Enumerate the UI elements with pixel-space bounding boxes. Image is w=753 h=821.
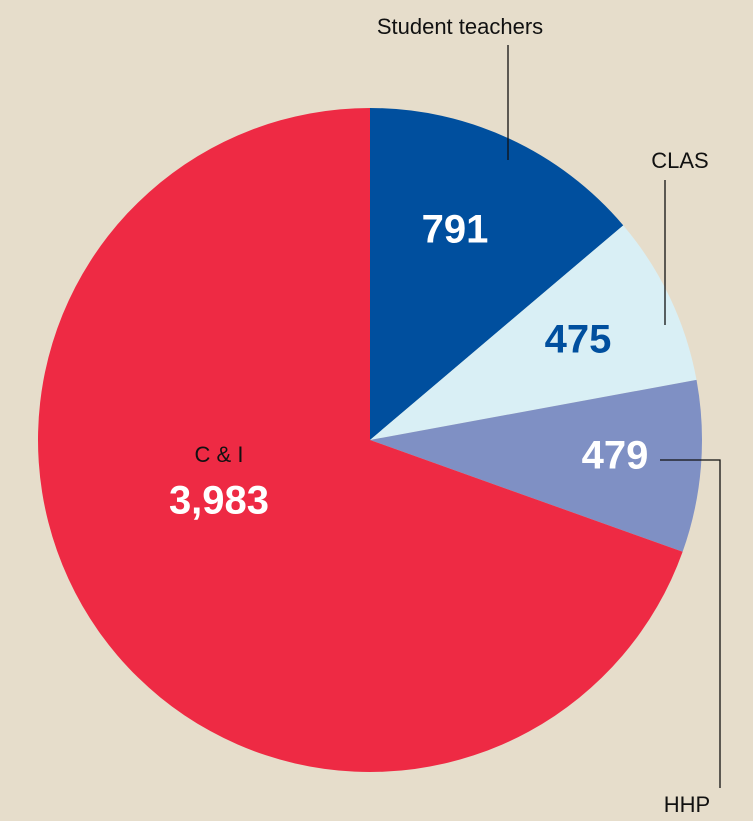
value-label: 475 <box>545 318 612 362</box>
pie-slice <box>370 225 697 440</box>
category-label: Student teachers <box>377 14 543 39</box>
category-label: C & I <box>195 442 244 467</box>
category-label: CLAS <box>651 148 708 173</box>
category-label: HHP <box>664 792 710 817</box>
value-label: 479 <box>582 434 649 478</box>
pie-slice <box>370 379 702 552</box>
value-label: 3,983 <box>169 479 269 523</box>
leader-line <box>660 459 721 788</box>
pie-slice <box>37 108 683 772</box>
value-label: 791 <box>422 208 489 252</box>
pie-slice <box>370 108 624 440</box>
